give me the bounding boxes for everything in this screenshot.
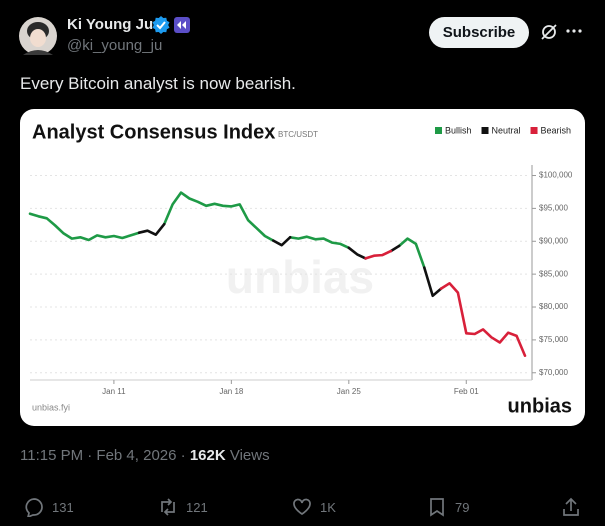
repost-action[interactable]: 121 <box>158 497 208 517</box>
views-label: Views <box>229 447 270 464</box>
y-tick-label: $100,000 <box>539 171 573 180</box>
y-tick-label: $80,000 <box>539 302 568 311</box>
y-tick-label: $85,000 <box>539 269 568 278</box>
author-name[interactable]: Ki Young Ju <box>67 16 154 33</box>
legend-swatch <box>481 127 489 134</box>
legend-label: Neutral <box>492 125 521 135</box>
subscribe-button[interactable]: Subscribe <box>429 17 529 48</box>
watermark: unbias <box>226 251 374 303</box>
line-series <box>28 191 426 269</box>
repost-count: 121 <box>186 499 208 515</box>
like-action[interactable]: 1K <box>292 497 336 517</box>
x-tick-label: Feb 01 <box>454 387 479 396</box>
x-tick-label: Jan 18 <box>219 387 244 396</box>
meta: 11:15 PM · Feb 4, 2026 · 162K Views <box>20 447 270 464</box>
badges <box>152 16 190 34</box>
tweet-text: Every Bitcoin analyst is now bearish. <box>20 74 296 93</box>
legend-label: Bearish <box>541 125 572 135</box>
chart-subtitle: BTC/USDT <box>278 130 318 139</box>
view-count: 162K <box>189 447 226 464</box>
line-series <box>364 249 527 357</box>
reply-action[interactable]: 131 <box>24 497 74 517</box>
bookmark-icon <box>430 498 444 517</box>
bookmark-action[interactable]: 79 <box>427 497 469 517</box>
line-series <box>137 222 443 298</box>
y-tick-label: $95,000 <box>539 204 568 213</box>
x-tick-label: Jan 25 <box>337 387 362 396</box>
legend-swatch <box>435 127 442 134</box>
author-handle[interactable]: @ki_young_ju <box>67 37 163 54</box>
y-tick-label: $90,000 <box>539 236 568 245</box>
logo: unbias <box>508 395 572 417</box>
timestamp: 11:15 PM · Feb 4, 2026 · <box>20 447 186 464</box>
reply-icon <box>25 498 43 517</box>
legend-swatch <box>530 127 538 134</box>
grok-icon[interactable] <box>540 23 558 41</box>
legend-label: Bullish <box>445 125 472 135</box>
y-tick-label: $70,000 <box>539 368 568 377</box>
repost-icon <box>161 498 175 516</box>
bookmark-count: 79 <box>455 499 470 515</box>
x-tick-label: Jan 11 <box>102 387 126 396</box>
like-count: 1K <box>320 499 336 515</box>
chart-card[interactable]: unbias Analyst Consensus Index BTC/USDT … <box>20 109 585 426</box>
like-icon <box>293 498 311 516</box>
more-icon[interactable] <box>566 28 582 34</box>
reply-count: 131 <box>52 499 74 515</box>
source: unbias.fyi <box>32 402 70 412</box>
chart-title: Analyst Consensus Index <box>32 121 275 143</box>
share-icon[interactable] <box>561 497 581 517</box>
avatar[interactable] <box>19 17 57 55</box>
y-tick-label: $75,000 <box>539 335 568 344</box>
